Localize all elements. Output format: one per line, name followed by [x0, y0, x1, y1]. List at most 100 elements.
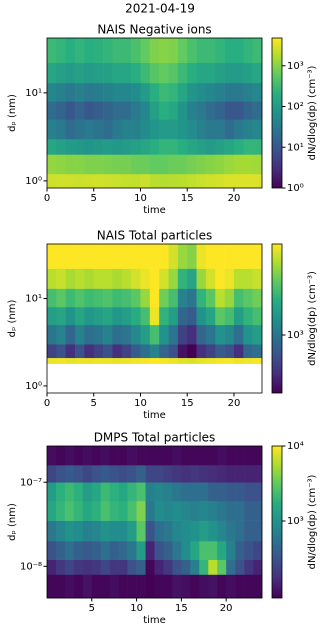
heatmap-cell	[252, 62, 263, 84]
heatmap-cell	[121, 173, 132, 189]
heatmap-cell	[91, 465, 102, 483]
heatmap-cell	[112, 244, 123, 269]
chart-title: DMPS Total particles	[94, 431, 216, 445]
heatmap-cell	[131, 38, 141, 64]
heatmap-cell	[226, 541, 236, 560]
x-tick-label: 5	[89, 603, 95, 614]
heatmap-cell	[215, 357, 225, 364]
x-axis-label: time	[143, 205, 166, 216]
heatmap-cell	[243, 154, 253, 175]
heatmap-cell	[243, 82, 253, 102]
heatmap-cell	[163, 465, 173, 483]
heatmap-cell	[187, 288, 197, 308]
heatmap-cell	[208, 465, 218, 483]
heatmap-cell	[187, 173, 197, 189]
heatmap-cell	[131, 173, 141, 189]
heatmap-cell	[244, 465, 254, 483]
heatmap-cell	[47, 541, 57, 560]
heatmap-cell	[187, 82, 197, 102]
heatmap-cell	[100, 500, 111, 521]
heatmap-cell	[121, 357, 132, 364]
x-tick-label: 0	[44, 193, 50, 204]
heatmap-cell	[140, 357, 151, 364]
heatmap-cell	[226, 465, 236, 483]
heatmap-cell	[172, 482, 182, 502]
heatmap-cell	[118, 446, 128, 466]
heatmap-cell	[154, 559, 164, 575]
heatmap-cell	[56, 244, 66, 269]
heatmap-cell	[177, 154, 188, 175]
heatmap-cell	[163, 446, 173, 466]
heatmap-cell	[91, 520, 102, 542]
heatmap-cell	[233, 244, 244, 269]
heatmap-cell	[215, 306, 225, 326]
heatmap-cell	[172, 500, 182, 521]
heatmap-cell	[121, 38, 132, 64]
heatmap-cell	[103, 268, 113, 289]
heatmap-cell	[233, 357, 244, 364]
heatmap-cell	[140, 344, 151, 359]
heatmap-cell	[56, 82, 66, 102]
heatmap-cell	[163, 559, 173, 575]
x-axis-label: time	[143, 410, 166, 421]
heatmap-cell	[215, 38, 225, 64]
heatmap-cell	[168, 324, 179, 345]
heatmap-cell	[233, 119, 244, 140]
heatmap-cell	[84, 324, 95, 345]
heatmap-cell	[100, 465, 111, 483]
heatmap-cell	[159, 306, 169, 326]
heatmap-cell	[196, 138, 207, 155]
heatmap-cell	[168, 154, 179, 175]
heatmap-cell	[149, 62, 160, 84]
heatmap-cell	[84, 244, 95, 269]
y-tick-label: 10¹	[25, 293, 42, 304]
heatmap-cell	[103, 101, 113, 120]
heatmap-cell	[93, 357, 104, 364]
heatmap-cell	[127, 520, 137, 542]
heatmap-cell	[199, 559, 209, 575]
heatmap-cell	[127, 574, 137, 599]
heatmap-cell	[65, 268, 76, 289]
heatmap-cell	[82, 482, 93, 502]
heatmap-cell	[84, 173, 95, 189]
heatmap-cell	[196, 62, 207, 84]
heatmap-cell	[233, 138, 244, 155]
heatmap-cell	[244, 574, 254, 599]
heatmap-cell	[172, 541, 182, 560]
heatmap-cell	[93, 306, 104, 326]
x-tick-label: 10	[130, 603, 143, 614]
heatmap-cell	[205, 324, 216, 345]
heatmap-cell	[136, 541, 146, 560]
x-tick-label: 10	[134, 398, 147, 409]
heatmap-cell	[149, 268, 160, 289]
heatmap-cell	[131, 138, 141, 155]
heatmap-cell	[196, 82, 207, 102]
heatmap-cell	[168, 173, 179, 189]
heatmap-cell	[196, 357, 207, 364]
x-tick-label: 10	[134, 193, 147, 204]
heatmap-cell	[56, 138, 66, 155]
heatmap-cell	[103, 62, 113, 84]
heatmap-cell	[177, 306, 188, 326]
heatmap-cell	[82, 574, 93, 599]
heatmap-cell	[103, 344, 113, 359]
heatmap-cell	[172, 446, 182, 466]
heatmap-cell	[75, 82, 85, 102]
heatmap-cell	[75, 244, 85, 269]
heatmap-cell	[233, 324, 244, 345]
heatmap-cell	[140, 324, 151, 345]
heatmap-cell	[112, 173, 123, 189]
heatmap-cell	[196, 154, 207, 175]
heatmap-cell	[252, 119, 263, 140]
heatmap-cell	[233, 288, 244, 308]
colorbar-label: dN/dlog(dp) (cm⁻³)	[307, 271, 318, 366]
heatmap-cell	[84, 357, 95, 364]
heatmap-cell	[145, 541, 155, 560]
heatmap-cell	[47, 344, 57, 359]
heatmap-cell	[252, 82, 263, 102]
heatmap-cell	[118, 520, 128, 542]
heatmap-cell	[75, 119, 85, 140]
heatmap-cell	[244, 500, 254, 521]
heatmap-cell	[73, 520, 84, 542]
heatmap-cell	[118, 574, 128, 599]
